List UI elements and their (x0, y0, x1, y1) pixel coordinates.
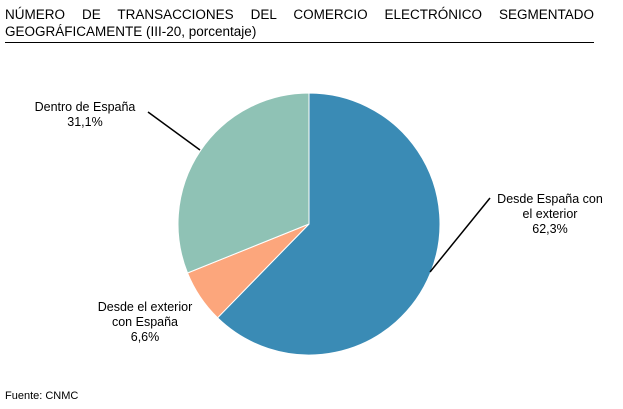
pie-slice (177, 92, 310, 274)
category-label: Dentro de España (34, 100, 136, 114)
slice-label: Dentro de España 31,1% (20, 100, 150, 130)
leader-line (429, 197, 491, 273)
leader-line (147, 111, 201, 151)
value-label: 6,6% (130, 330, 160, 344)
category-label: Desde España con el exterior (497, 192, 603, 221)
pie-slice (216, 92, 441, 356)
slice-label: Desde el exterior con España 6,6% (85, 300, 205, 345)
chart-title: NÚMERO DE TRANSACCIONES DEL COMERCIO ELE… (5, 6, 594, 43)
source: Fuente: CNMC (5, 390, 79, 402)
category-label: Desde el exterior con España (97, 300, 193, 329)
value-label: 62,3% (532, 222, 568, 236)
slice-label: Desde España con el exterior 62,3% (480, 192, 620, 237)
value-label: 31,1% (67, 115, 103, 129)
